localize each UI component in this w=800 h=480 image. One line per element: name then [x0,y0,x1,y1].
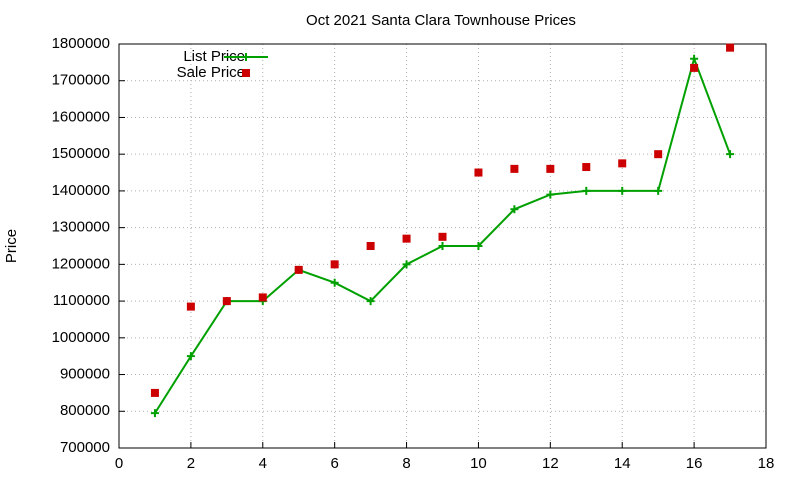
x-tick-label: 14 [614,455,631,472]
y-tick-label: 1100000 [53,292,110,309]
data-point [618,186,627,195]
data-point [222,297,231,306]
data-point [438,232,447,241]
data-point [510,205,519,214]
data-point [150,388,159,397]
data-point [258,293,267,302]
data-point [150,409,159,418]
x-tick-label: 10 [470,455,487,472]
x-tick-label: 2 [187,455,195,472]
data-point [654,186,663,195]
x-tick-label: 18 [758,455,775,472]
x-tick-label: 12 [542,455,559,472]
x-tick-label: 8 [402,455,410,472]
y-tick-label: 1200000 [52,255,110,272]
data-point [618,159,627,168]
data-point [366,297,375,306]
y-tick-label: 1400000 [52,182,110,199]
y-axis-label: Price [3,229,20,263]
data-point [546,190,555,199]
plot-frame [118,43,767,449]
x-tick-label: 6 [330,455,338,472]
data-point [582,163,591,172]
data-point [186,302,195,311]
data-point [402,234,411,243]
data-point [690,54,699,63]
legend-swatch [242,53,250,61]
data-point [654,150,663,159]
y-tick-label: 1800000 [52,35,110,52]
x-tick-label: 4 [259,455,267,472]
legend-swatch [242,69,250,77]
data-point [726,150,735,159]
y-tick-label: 900000 [60,366,110,383]
y-tick-label: 1700000 [52,72,110,89]
data-point [582,186,591,195]
legend-label: Sale Price [177,64,245,81]
y-tick-label: 700000 [60,439,110,456]
data-point [546,164,555,173]
data-point [330,260,339,269]
data-point [294,265,303,274]
data-point [402,260,411,269]
y-tick-label: 1500000 [52,145,110,162]
x-tick-label: 0 [115,455,123,472]
data-point [366,242,375,250]
data-point [330,278,339,287]
data-point [474,242,483,250]
x-tick-label: 16 [686,455,703,472]
data-point [690,63,699,72]
y-tick-label: 1600000 [52,108,110,125]
chart-title: Oct 2021 Santa Clara Townhouse Prices [306,12,576,29]
data-point [438,242,447,250]
data-point [186,352,195,361]
y-tick-label: 800000 [60,402,110,419]
data-point [510,164,519,173]
y-tick-label: 1000000 [52,329,110,346]
data-point [726,43,735,52]
data-point [474,168,483,177]
y-tick-label: 1300000 [52,219,110,236]
legend-label: List Price [183,48,245,65]
